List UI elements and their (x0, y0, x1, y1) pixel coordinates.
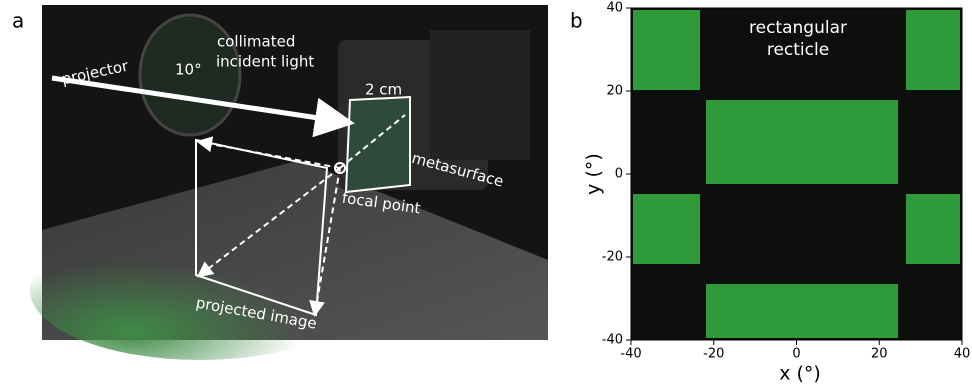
annotation: incident light (216, 53, 314, 71)
y-tick-label: 20 (606, 84, 623, 99)
y-tick-label: -20 (602, 250, 623, 265)
x-tick-label: -20 (703, 347, 724, 362)
y-tick-label: 40 (606, 1, 623, 16)
figure: a collimated incident light projector 10… (0, 0, 972, 387)
y-tick-label: -40 (602, 333, 623, 348)
x-axis-label: x (°) (779, 363, 821, 385)
annotation: 2 cm (365, 81, 402, 99)
x-tick-label: -40 (620, 347, 641, 362)
panel-label: b (570, 9, 583, 33)
plot-title: rectangular (749, 18, 847, 38)
x-tick-label: 0 (792, 347, 800, 362)
annotation: 10° (175, 61, 202, 79)
y-tick-label: 0 (615, 167, 623, 182)
annotation: collimated (217, 33, 295, 51)
x-tick-label: 20 (871, 347, 888, 362)
x-tick-label: 40 (954, 347, 971, 362)
plot-title: recticle (767, 40, 829, 60)
image-plot: rectangular recticle (631, 8, 962, 340)
y-axis-label: y (°) (583, 153, 605, 195)
photo: collimated incident light projector 10° … (30, 5, 548, 360)
panel-label: a (12, 9, 24, 33)
